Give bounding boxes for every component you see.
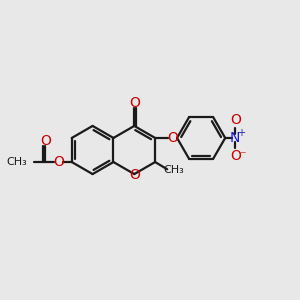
Text: O: O [230,149,241,163]
Text: O: O [53,155,64,169]
Text: O: O [129,168,140,182]
Text: CH₃: CH₃ [7,157,27,167]
Text: CH₃: CH₃ [164,166,184,176]
Text: ⁻: ⁻ [239,149,245,163]
Text: O: O [230,113,241,127]
Text: N: N [230,131,241,145]
Text: O: O [167,131,178,145]
Text: O: O [129,96,140,110]
Text: O: O [40,134,51,148]
Text: +: + [237,128,244,138]
